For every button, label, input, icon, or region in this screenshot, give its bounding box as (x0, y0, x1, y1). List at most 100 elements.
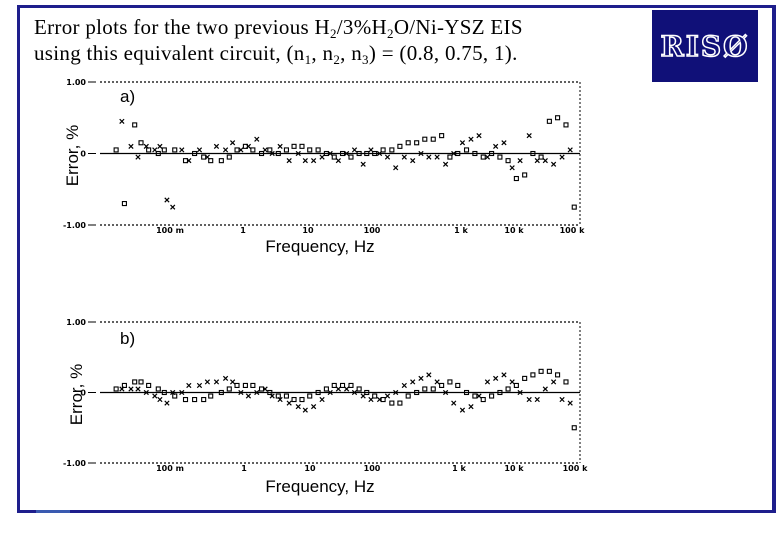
data-point-cross (277, 143, 283, 149)
title-sub: 3 (362, 52, 369, 67)
data-point-square (530, 150, 536, 157)
data-point-square (218, 389, 224, 396)
cross-stroke (567, 147, 573, 153)
data-point-cross (229, 140, 236, 146)
data-point-cross (559, 396, 565, 403)
data-point-square (182, 158, 189, 164)
x-tick-label: 10 (304, 464, 316, 473)
data-point-square (356, 386, 362, 392)
cross-stroke (157, 396, 163, 403)
data-point-square (192, 150, 198, 157)
data-point-cross (254, 389, 260, 396)
cross-stroke (351, 389, 358, 396)
data-point-cross (493, 375, 499, 382)
data-point-square (250, 147, 256, 153)
data-point-square (513, 175, 519, 182)
data-point-square (447, 154, 453, 160)
cross-stroke (401, 382, 407, 389)
cross-stroke (186, 382, 192, 389)
cross-stroke (128, 143, 134, 149)
data-point-square (226, 386, 232, 392)
cross-stroke (550, 161, 557, 167)
cross-stroke (509, 379, 515, 385)
data-point-cross (526, 133, 532, 139)
cross-stroke (451, 400, 457, 406)
title-text: , n (340, 41, 363, 65)
data-point-cross (360, 161, 366, 167)
cross-stroke (254, 136, 260, 142)
data-point-cross (319, 396, 325, 403)
data-point-square (146, 147, 152, 153)
data-point-square (323, 386, 329, 392)
cross-stroke (238, 389, 244, 396)
data-point-square (447, 379, 453, 385)
data-point-cross (302, 407, 308, 413)
data-point-square (283, 393, 289, 399)
cross-stroke (360, 161, 366, 167)
data-point-square (339, 150, 346, 157)
cross-stroke (128, 386, 134, 392)
data-point-cross (152, 393, 158, 399)
data-point-cross (542, 158, 548, 164)
data-point-cross (222, 375, 229, 382)
cross-stroke (559, 154, 565, 160)
cross-stroke (384, 393, 391, 399)
data-point-cross (459, 140, 466, 146)
cross-stroke (254, 389, 260, 396)
cross-stroke (245, 393, 252, 399)
data-point-square (250, 382, 256, 389)
data-point-cross (476, 393, 482, 399)
cross-stroke (493, 143, 499, 149)
cross-stroke (442, 161, 449, 167)
data-point-square (505, 158, 511, 164)
cross-stroke (426, 372, 432, 378)
cross-stroke (442, 389, 449, 396)
data-point-cross (164, 400, 170, 406)
data-point-square (455, 382, 461, 389)
cross-stroke (434, 379, 440, 385)
data-point-square (380, 147, 386, 153)
data-point-square (538, 154, 544, 160)
title-text: /3%H (336, 15, 387, 39)
cross-stroke (286, 158, 292, 164)
data-point-square (299, 143, 305, 149)
cross-stroke (310, 158, 317, 164)
cross-stroke (335, 158, 342, 164)
data-point-square (291, 396, 297, 403)
data-point-square (161, 147, 167, 153)
data-point-square (522, 375, 528, 381)
data-point-cross (559, 154, 565, 160)
x-axis-label: Frequency, Hz (265, 237, 374, 256)
data-point-cross (157, 143, 163, 149)
data-point-square (463, 389, 470, 396)
data-point-square (522, 172, 528, 178)
data-point-cross (351, 389, 358, 396)
data-point-square (372, 150, 378, 157)
cross-stroke (327, 389, 333, 396)
x-tick-label: 10 k (504, 226, 524, 235)
data-point-square (242, 382, 248, 389)
data-point-square (389, 400, 395, 406)
cross-stroke (542, 386, 548, 392)
cross-stroke (213, 379, 220, 385)
data-point-cross (135, 386, 141, 392)
data-point-cross (418, 375, 424, 382)
cross-stroke (143, 389, 149, 396)
panel-label: b) (120, 329, 135, 348)
data-point-square (242, 143, 248, 149)
cross-stroke (418, 375, 424, 382)
cross-stroke (179, 389, 185, 396)
data-point-cross (310, 158, 317, 164)
data-point-square (132, 379, 138, 385)
y-tick-label: -1.00 (63, 459, 86, 468)
data-point-square (546, 118, 552, 124)
data-point-square (138, 140, 144, 146)
cross-stroke (351, 147, 358, 153)
data-point-square (348, 382, 354, 389)
data-point-cross (484, 379, 491, 385)
data-point-square (555, 372, 561, 378)
cross-stroke (170, 389, 176, 396)
cross-stroke (152, 393, 158, 399)
data-point-square (414, 389, 420, 396)
title-sub: 2 (333, 52, 341, 67)
